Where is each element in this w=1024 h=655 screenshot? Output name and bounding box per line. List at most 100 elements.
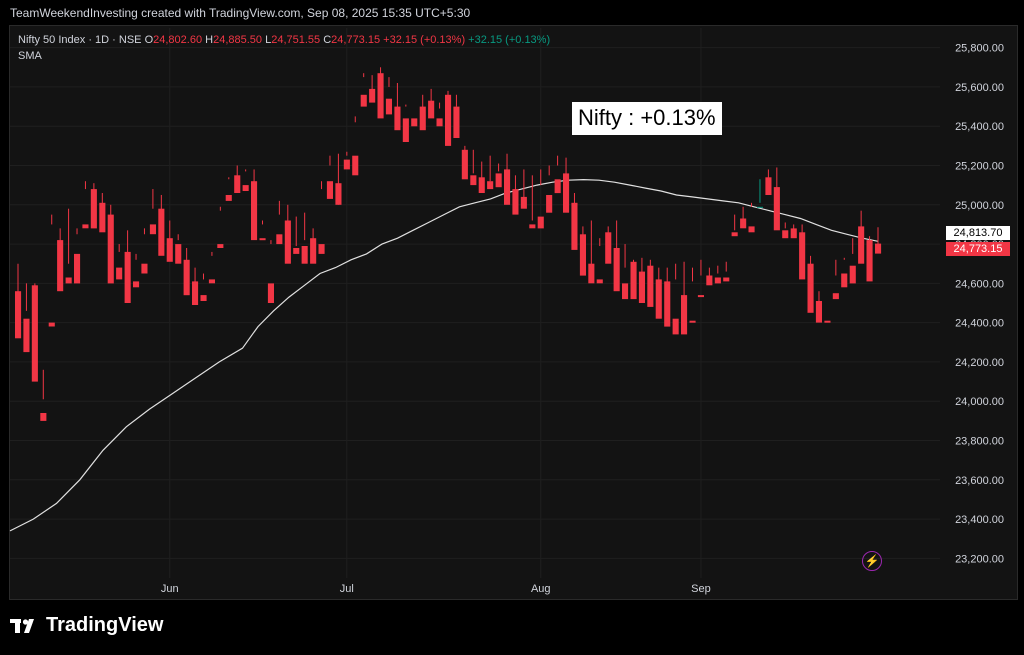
- candle[interactable]: [630, 259, 637, 300]
- candle[interactable]: [436, 102, 443, 127]
- candle[interactable]: [453, 94, 460, 138]
- candle[interactable]: [141, 228, 148, 274]
- candle[interactable]: [537, 169, 544, 229]
- candle[interactable]: [445, 90, 452, 146]
- candle[interactable]: [82, 181, 89, 229]
- candle[interactable]: [234, 165, 241, 194]
- candle[interactable]: [318, 181, 325, 254]
- candle[interactable]: [183, 248, 190, 296]
- candle[interactable]: [166, 220, 173, 262]
- lightning-icon[interactable]: ⚡: [862, 551, 882, 571]
- candle[interactable]: [343, 151, 350, 170]
- candle[interactable]: [563, 157, 570, 213]
- candle[interactable]: [259, 220, 266, 241]
- candle[interactable]: [175, 234, 182, 264]
- candle[interactable]: [394, 83, 401, 131]
- candle[interactable]: [596, 238, 603, 284]
- candle[interactable]: [335, 153, 342, 205]
- candle[interactable]: [65, 208, 72, 284]
- candle[interactable]: [461, 145, 468, 180]
- candle[interactable]: [225, 177, 232, 201]
- candle[interactable]: [807, 255, 814, 313]
- candle[interactable]: [293, 216, 300, 254]
- candle[interactable]: [217, 206, 224, 248]
- candle[interactable]: [369, 75, 376, 103]
- candle[interactable]: [858, 210, 865, 264]
- candle[interactable]: [681, 261, 688, 335]
- candle[interactable]: [731, 214, 738, 237]
- candle[interactable]: [832, 259, 839, 300]
- candle[interactable]: [48, 214, 55, 327]
- candle[interactable]: [208, 251, 215, 284]
- candle[interactable]: [107, 204, 114, 284]
- candle[interactable]: [402, 104, 409, 142]
- candle[interactable]: [875, 227, 882, 254]
- candle[interactable]: [149, 189, 156, 235]
- candle[interactable]: [841, 257, 848, 288]
- annotation-box[interactable]: Nifty : +0.13%: [572, 102, 722, 135]
- candle[interactable]: [326, 155, 333, 199]
- candle[interactable]: [385, 77, 392, 115]
- candle[interactable]: [647, 259, 654, 307]
- candle[interactable]: [57, 228, 64, 292]
- candle[interactable]: [23, 283, 30, 353]
- tradingview-logo[interactable]: TradingView: [10, 614, 163, 637]
- candle[interactable]: [192, 267, 199, 305]
- candle[interactable]: [310, 228, 317, 264]
- candle[interactable]: [242, 169, 249, 191]
- candle[interactable]: [638, 257, 645, 303]
- candle[interactable]: [714, 265, 721, 284]
- candle[interactable]: [815, 291, 822, 323]
- candle[interactable]: [723, 261, 730, 282]
- candle[interactable]: [360, 73, 367, 107]
- candle[interactable]: [352, 116, 359, 176]
- candle[interactable]: [411, 107, 418, 127]
- candle[interactable]: [849, 238, 856, 284]
- candle[interactable]: [799, 224, 806, 280]
- candle[interactable]: [740, 206, 747, 229]
- candle[interactable]: [487, 155, 494, 190]
- candle[interactable]: [15, 263, 22, 339]
- candle[interactable]: [773, 167, 780, 231]
- candle[interactable]: [697, 259, 704, 298]
- candle[interactable]: [824, 279, 831, 323]
- candle[interactable]: [554, 155, 561, 194]
- candle[interactable]: [622, 244, 629, 300]
- sma-line[interactable]: [9, 178, 879, 532]
- candle[interactable]: [605, 226, 612, 264]
- candle[interactable]: [504, 153, 511, 205]
- candle[interactable]: [529, 175, 536, 229]
- candle[interactable]: [90, 183, 97, 229]
- candle[interactable]: [579, 226, 586, 276]
- candle[interactable]: [116, 244, 123, 280]
- candle[interactable]: [276, 200, 283, 245]
- candle[interactable]: [571, 193, 578, 250]
- candle[interactable]: [588, 220, 595, 284]
- candle[interactable]: [301, 212, 308, 264]
- candle[interactable]: [470, 149, 477, 186]
- candle[interactable]: [748, 202, 755, 233]
- candle[interactable]: [251, 169, 258, 241]
- candle[interactable]: [158, 194, 165, 256]
- candle[interactable]: [267, 240, 274, 303]
- candle[interactable]: [133, 253, 140, 288]
- candle[interactable]: [200, 273, 207, 301]
- candle[interactable]: [613, 220, 620, 292]
- candle[interactable]: [428, 88, 435, 119]
- candle[interactable]: [672, 263, 679, 335]
- candle[interactable]: [664, 267, 671, 327]
- candle[interactable]: [99, 193, 106, 233]
- candle[interactable]: [520, 169, 527, 209]
- candle[interactable]: [478, 161, 485, 193]
- chart-panel[interactable]: [9, 25, 1018, 600]
- candle[interactable]: [706, 267, 713, 286]
- candle[interactable]: [790, 224, 797, 239]
- indicator-label[interactable]: SMA: [18, 50, 42, 62]
- candle[interactable]: [124, 230, 131, 303]
- candle[interactable]: [419, 94, 426, 131]
- candle[interactable]: [40, 369, 47, 421]
- candle[interactable]: [495, 163, 502, 188]
- candle[interactable]: [512, 175, 519, 215]
- candle[interactable]: [866, 236, 873, 282]
- candle[interactable]: [74, 228, 81, 284]
